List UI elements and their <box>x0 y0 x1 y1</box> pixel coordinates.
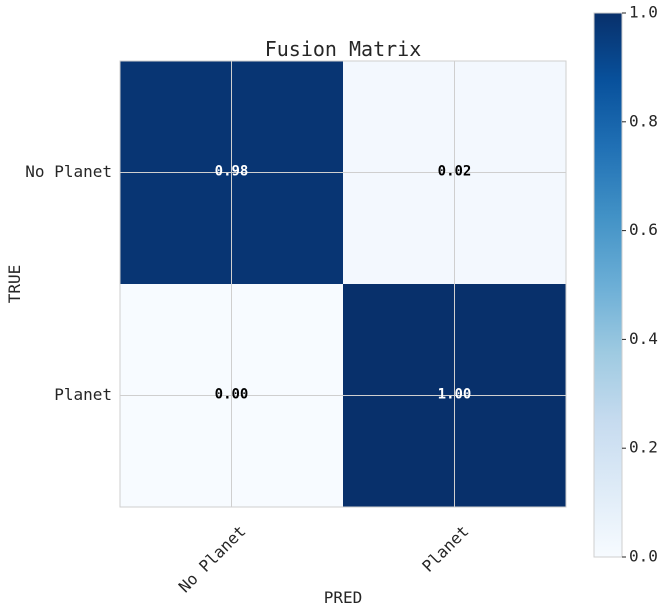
colorbar-tick-label: 1.0 <box>629 3 658 22</box>
y-axis-ticks: No Planet Planet <box>25 162 112 404</box>
y-axis-label: TRUE <box>5 265 24 304</box>
colorbar <box>593 12 623 558</box>
y-tick-label: Planet <box>54 385 112 404</box>
colorbar-tick-label: 0.2 <box>629 438 658 457</box>
x-tick-label: Planet <box>418 522 472 576</box>
plot-frame <box>119 60 567 508</box>
colorbar-tick-label: 0.8 <box>629 111 658 130</box>
y-tick-label: No Planet <box>25 162 112 181</box>
cell-value-label: 1.00 <box>438 387 472 403</box>
x-axis-ticks: No Planet Planet <box>175 522 473 597</box>
colorbar-ticks: 0.0 0.2 0.4 0.6 0.8 1.0 <box>622 3 658 566</box>
heatmap-cell-labels: 0.98 0.02 0.00 1.00 <box>215 164 472 403</box>
x-tick-label: No Planet <box>175 522 250 597</box>
cell-value-label: 0.00 <box>215 387 249 403</box>
colorbar-tick-label: 0.0 <box>629 547 658 566</box>
cell-value-label: 0.98 <box>215 164 249 180</box>
heatmap-gridlines <box>120 61 566 507</box>
colorbar-tick-label: 0.6 <box>629 220 658 239</box>
x-axis-label: PRED <box>324 588 363 607</box>
cell-value-label: 0.02 <box>438 164 472 180</box>
chart-title: Fusion Matrix <box>265 37 422 61</box>
heatmap-cells <box>120 61 566 507</box>
colorbar-tick-label: 0.4 <box>629 329 658 348</box>
